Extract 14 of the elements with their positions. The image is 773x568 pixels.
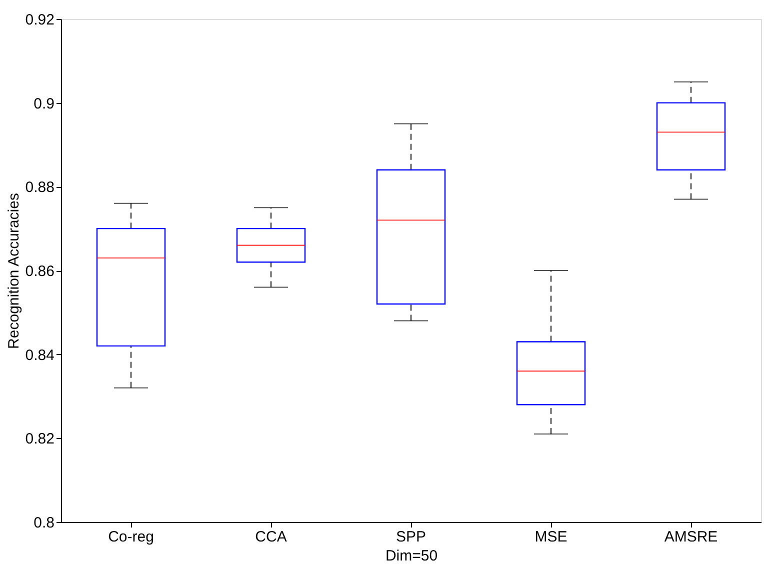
x-axis-title: Dim=50 xyxy=(385,548,438,564)
x-tick-label: CCA xyxy=(255,528,287,546)
y-tick-label: 0.8 xyxy=(34,514,54,532)
y-tick-label: 0.86 xyxy=(25,263,54,280)
y-tick-label: 0.9 xyxy=(34,95,54,112)
y-tick-label: 0.82 xyxy=(25,430,54,448)
y-tick-label: 0.92 xyxy=(25,12,54,28)
x-tick-label: Co-reg xyxy=(108,528,154,546)
x-tick-label: MSE xyxy=(534,528,568,546)
x-tick-label: SPP xyxy=(396,528,426,546)
y-tick-label: 0.88 xyxy=(25,179,54,196)
y-axis-title: Recognition Accuracies xyxy=(5,193,22,349)
y-tick-label: 0.84 xyxy=(25,346,54,364)
x-tick-label: AMSRE xyxy=(664,528,718,546)
